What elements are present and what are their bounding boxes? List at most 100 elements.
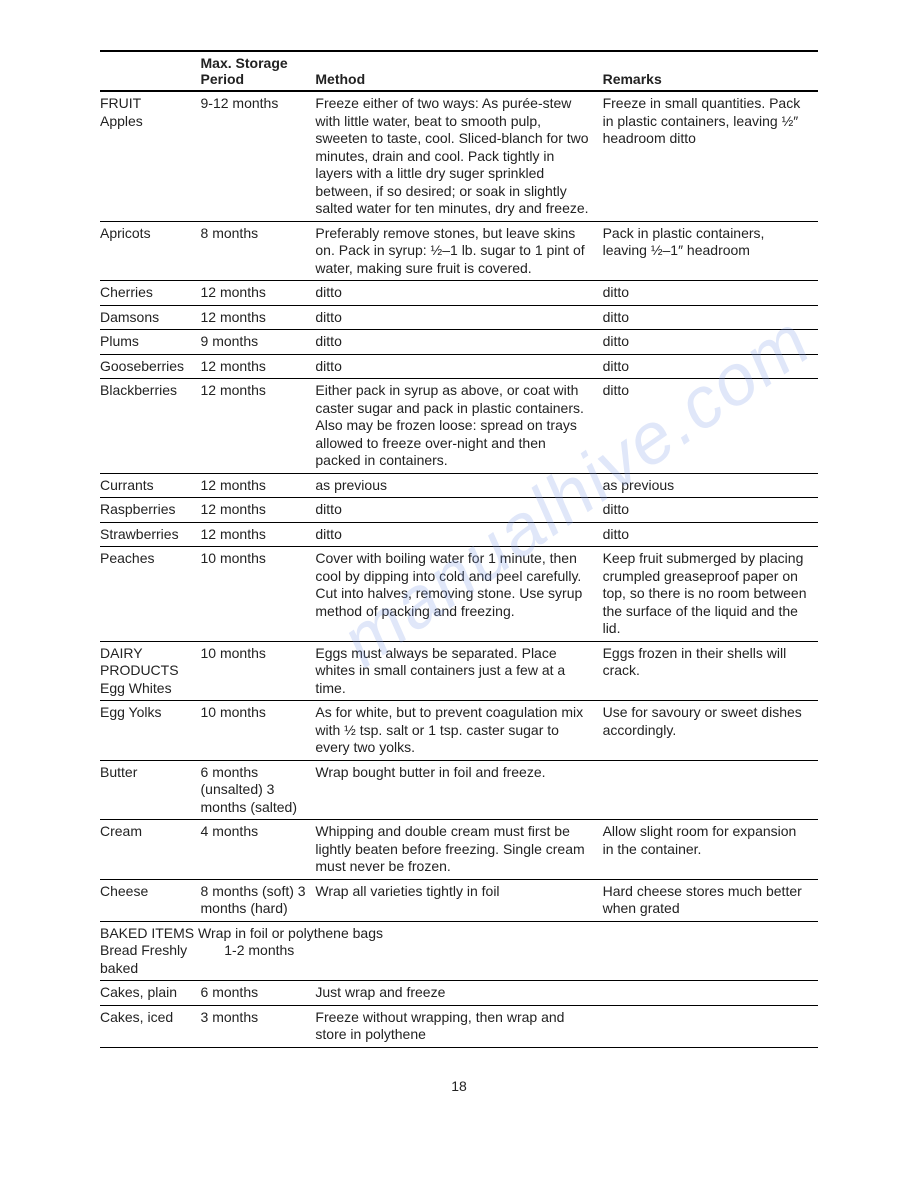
cell-method: Whipping and double cream must first be … (315, 820, 602, 880)
cell-item: DAIRY PRODUCTSEgg Whites (100, 641, 201, 701)
table-row: Raspberries12 monthsdittoditto (100, 498, 818, 523)
item-name: Cream (100, 823, 193, 841)
cell-item: Peaches (100, 547, 201, 642)
cell-period: 10 months (201, 701, 316, 761)
cell-method: Wrap all varieties tightly in foil (315, 879, 602, 921)
item-name: Cakes, iced (100, 1009, 193, 1027)
cell-method: Either pack in syrup as above, or coat w… (315, 379, 602, 474)
item-name: Damsons (100, 309, 193, 327)
table-row: Damsons12 monthsdittoditto (100, 305, 818, 330)
cell-remarks: Hard cheese stores much better when grat… (603, 879, 818, 921)
cell-remarks: Keep fruit submerged by placing crumpled… (603, 547, 818, 642)
table-row: Strawberries12 monthsdittoditto (100, 522, 818, 547)
cell-period: 6 months (unsalted) 3 months (salted) (201, 760, 316, 820)
table-row: Blackberries 12 monthsEither pack in syru… (100, 379, 818, 474)
item-name: Blackberries (100, 382, 193, 400)
cell-remarks: ditto (603, 498, 818, 523)
cell-method: ditto (315, 522, 602, 547)
item-name: Apples (100, 113, 193, 131)
item-name: Plums (100, 333, 193, 351)
item-name: Butter (100, 764, 193, 782)
table-row: Cream 4 monthsWhipping and double cream m… (100, 820, 818, 880)
cell-remarks: ditto (603, 305, 818, 330)
cell-period: 1-2 months (224, 942, 294, 977)
cell-period: 4 months (201, 820, 316, 880)
item-name: Currants (100, 477, 193, 495)
table-row: FRUITApples 9-12 monthsFreeze either of t… (100, 91, 818, 221)
cell-method: ditto (315, 305, 602, 330)
cell-item: Apricots (100, 221, 201, 281)
storage-table: Max. Storage Period Method Remarks FRUIT… (100, 50, 818, 1048)
cell-period: 12 months (201, 305, 316, 330)
cell-item: Cakes, plain (100, 981, 201, 1006)
cell-period: 8 months (soft) 3 months (hard) (201, 879, 316, 921)
item-name: Gooseberries (100, 358, 193, 376)
cell-period: 12 months (201, 281, 316, 306)
cell-remarks (603, 760, 818, 820)
cell-method: Just wrap and freeze (315, 981, 602, 1006)
cell-method: ditto (315, 330, 602, 355)
cell-method: As for white, but to prevent coagulation… (315, 701, 602, 761)
header-item (100, 51, 201, 91)
cell-item: Blackberries (100, 379, 201, 474)
cell-method: Freeze without wrapping, then wrap and s… (315, 1005, 602, 1047)
cell-method: Freeze either of two ways: As purée-stew… (315, 91, 602, 221)
cell-method: Preferably remove stones, but leave skin… (315, 221, 602, 281)
header-method: Method (315, 51, 602, 91)
cell-remarks: Allow slight room for expansion in the c… (603, 820, 818, 880)
cell-period: 8 months (201, 221, 316, 281)
table-row: Butter 6 months (unsalted) 3 months (salt… (100, 760, 818, 820)
cell-method: ditto (315, 498, 602, 523)
item-name: Cakes, plain (100, 984, 193, 1002)
cell-item: Raspberries (100, 498, 201, 523)
item-name: Raspberries (100, 501, 193, 519)
table-row: Currants12 monthsas previousas previous (100, 473, 818, 498)
category-label: FRUIT (100, 95, 193, 113)
cell-remarks (603, 1005, 818, 1047)
cell-period: 10 months (201, 547, 316, 642)
header-period: Max. Storage Period (201, 51, 316, 91)
cell-remarks: Use for savoury or sweet dishes accordin… (603, 701, 818, 761)
item-name: Bread Freshly baked (100, 942, 224, 977)
table-header-row: Max. Storage Period Method Remarks (100, 51, 818, 91)
cell-remarks: ditto (603, 281, 818, 306)
cell-item: Cream (100, 820, 201, 880)
cell-item: Plums (100, 330, 201, 355)
cell-remarks (603, 981, 818, 1006)
table-row: Egg Yolks 10 monthsAs for white, but to p… (100, 701, 818, 761)
table-row: Cakes, iced3 monthsFreeze without wrappi… (100, 1005, 818, 1047)
cell-baked-header: BAKED ITEMS Wrap in foil or polythene ba… (100, 921, 818, 981)
table-row: Plums9 monthsdittoditto (100, 330, 818, 355)
cell-remarks: Pack in plastic containers, leaving ½–1″… (603, 221, 818, 281)
item-name: Egg Yolks (100, 704, 193, 722)
item-name: Peaches (100, 550, 193, 568)
cell-remarks: as previous (603, 473, 818, 498)
cell-method: as previous (315, 473, 602, 498)
cell-method: ditto (315, 354, 602, 379)
cell-item: Butter (100, 760, 201, 820)
table-row: Peaches10 monthsCover with boiling water… (100, 547, 818, 642)
header-remarks: Remarks (603, 51, 818, 91)
cell-item: Cakes, iced (100, 1005, 201, 1047)
cell-remarks: ditto (603, 330, 818, 355)
item-name: Cheese (100, 883, 193, 901)
header-period-top: Max. Storage (201, 55, 288, 71)
cell-period: 9-12 months (201, 91, 316, 221)
cell-item: Cherries (100, 281, 201, 306)
table-row: Gooseberries12 monthsdittoditto (100, 354, 818, 379)
cell-method: ditto (315, 281, 602, 306)
item-name: Strawberries (100, 526, 193, 544)
cell-period: 9 months (201, 330, 316, 355)
item-name: Cherries (100, 284, 193, 302)
cell-remarks: Eggs frozen in their shells will crack. (603, 641, 818, 701)
cell-item: Damsons (100, 305, 201, 330)
item-name: Apricots (100, 225, 193, 243)
storage-table-wrap: Max. Storage Period Method Remarks FRUIT… (100, 50, 818, 1048)
cell-remarks: ditto (603, 379, 818, 474)
table-row: Apricots 8 monthsPreferably remove stones… (100, 221, 818, 281)
cell-method: Wrap bought butter in foil and freeze. (315, 760, 602, 820)
cell-period: 12 months (201, 379, 316, 474)
table-row: BAKED ITEMS Wrap in foil or polythene ba… (100, 921, 818, 981)
cell-item: Egg Yolks (100, 701, 201, 761)
cell-period: 12 months (201, 473, 316, 498)
